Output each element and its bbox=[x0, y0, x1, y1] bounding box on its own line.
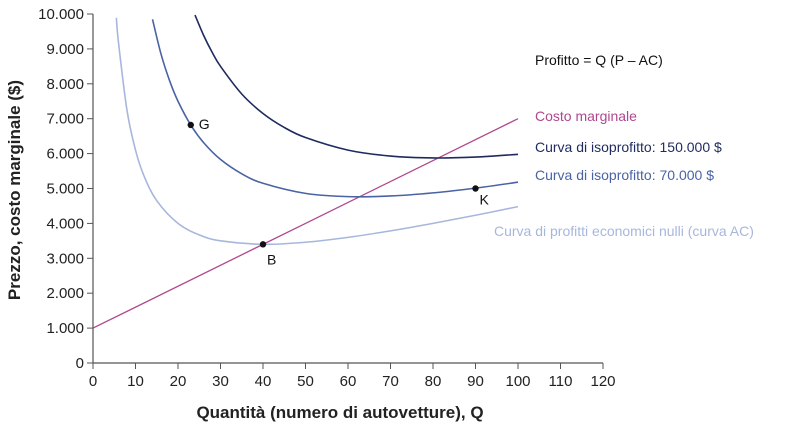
y-axis-label: Prezzo, costo marginale ($) bbox=[5, 80, 24, 300]
x-tick-label: 20 bbox=[170, 373, 187, 390]
x-axis-label: Quantità (numero di autovetture), Q bbox=[196, 403, 483, 422]
y-tick-label: 3.000 bbox=[46, 250, 84, 267]
y-tick-label: 7.000 bbox=[46, 111, 84, 128]
point-G bbox=[187, 121, 194, 129]
legend-isoprofit-70000: Curva di isoprofitto: 70.000 $ bbox=[535, 167, 714, 183]
x-tick-label: 40 bbox=[255, 373, 272, 390]
point-K bbox=[472, 185, 479, 192]
curves-layer bbox=[92, 14, 519, 329]
y-tick-label: 8.000 bbox=[46, 76, 84, 93]
x-tick-label: 10 bbox=[127, 373, 144, 390]
profit-formula: Profitto = Q (P – AC) bbox=[535, 52, 663, 68]
x-tick-label: 100 bbox=[505, 373, 530, 390]
x-tick-label: 120 bbox=[590, 373, 615, 390]
legend-isoprofit-150000: Curva di isoprofitto: 150.000 $ bbox=[535, 139, 722, 155]
x-tick-label: 50 bbox=[297, 373, 314, 390]
legend-ac-curve: Curva di profitti economici nulli (curva… bbox=[494, 223, 754, 239]
point-label-B: B bbox=[267, 251, 276, 267]
ac-curve bbox=[115, 17, 519, 246]
x-tick-label: 70 bbox=[382, 373, 399, 390]
ticks-layer: 0 10 20 30 40 50 60 70 80 90 100 110 120 0 1.000 2.000 3… bbox=[38, 6, 615, 390]
x-tick-label: 90 bbox=[467, 373, 484, 390]
x-tick-label: 60 bbox=[340, 373, 357, 390]
x-tick-label: 30 bbox=[212, 373, 229, 390]
y-tick-label: 10.000 bbox=[38, 6, 84, 23]
legend-marginal-cost: Costo marginale bbox=[535, 108, 637, 124]
marginal-cost-line bbox=[92, 118, 519, 329]
x-tick-label: 80 bbox=[425, 373, 442, 390]
isoprofit-70000-curve bbox=[151, 19, 519, 198]
point-label-K: K bbox=[480, 192, 490, 208]
y-tick-label: 1.000 bbox=[46, 320, 84, 337]
y-tick-label: 2.000 bbox=[46, 285, 84, 302]
isoprofit-150000-curve bbox=[194, 14, 519, 159]
point-label-G: G bbox=[199, 116, 210, 132]
y-tick-label: 9.000 bbox=[46, 41, 84, 58]
points-layer: G B K bbox=[187, 116, 490, 267]
y-tick-label: 5.000 bbox=[46, 181, 84, 198]
x-tick-label: 110 bbox=[549, 373, 573, 390]
y-tick-label: 6.000 bbox=[46, 146, 84, 163]
point-B bbox=[259, 241, 267, 248]
y-tick-label: 0 bbox=[76, 355, 84, 372]
y-tick-label: 4.000 bbox=[46, 215, 84, 232]
x-tick-label: 0 bbox=[89, 373, 97, 390]
